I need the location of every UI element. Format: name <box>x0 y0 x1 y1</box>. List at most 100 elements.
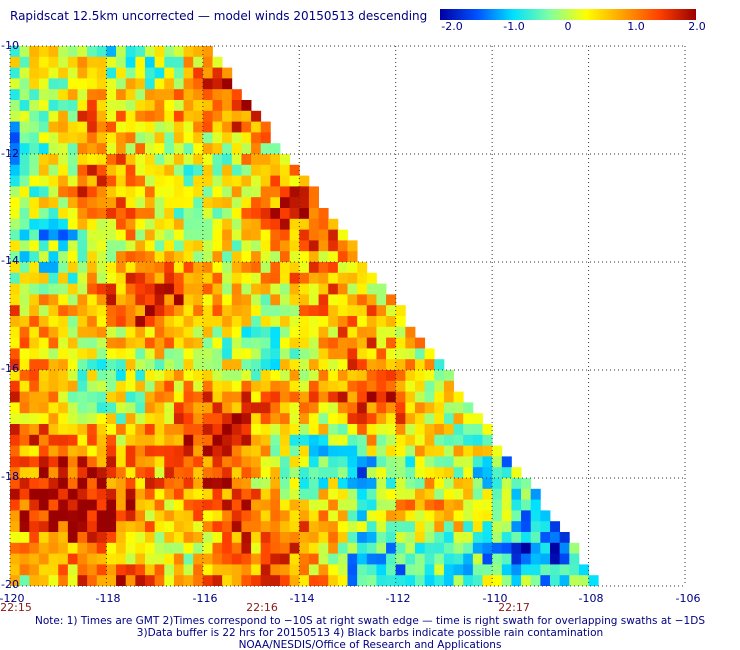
wind-cell <box>231 154 242 166</box>
wind-cell <box>67 110 78 122</box>
wind-cell <box>202 143 213 155</box>
wind-cell <box>38 510 49 522</box>
wind-cell <box>10 564 21 576</box>
wind-cell <box>212 283 223 295</box>
wind-cell <box>87 305 98 317</box>
wind-cell <box>299 553 310 565</box>
wind-cell <box>270 240 281 252</box>
wind-cell <box>19 575 30 586</box>
wind-cell <box>29 251 40 263</box>
wind-cell <box>67 132 78 144</box>
wind-cell <box>38 564 49 576</box>
wind-cell <box>540 521 551 533</box>
wind-cell <box>154 575 165 586</box>
wind-cell <box>48 186 59 198</box>
wind-cell <box>347 488 358 500</box>
wind-cell <box>289 348 300 360</box>
wind-cell <box>578 564 589 576</box>
wind-cell <box>77 370 88 382</box>
wind-cell <box>10 197 21 209</box>
wind-cell <box>270 294 281 306</box>
x-tick-label: -114 <box>289 592 315 605</box>
wind-cell <box>357 413 368 425</box>
wind-cell <box>347 326 358 338</box>
wind-cell <box>318 553 329 565</box>
wind-cell <box>145 154 156 166</box>
wind-cell <box>415 564 426 576</box>
wind-cell <box>482 488 493 500</box>
wind-cell <box>395 305 406 317</box>
wind-cell <box>10 283 21 295</box>
wind-cell <box>386 316 397 328</box>
wind-cell <box>492 445 503 457</box>
wind-cell <box>521 510 532 522</box>
wind-cell <box>58 413 69 425</box>
wind-cell <box>280 305 291 317</box>
wind-cell <box>145 262 156 274</box>
wind-cell <box>48 89 59 101</box>
wind-cell <box>241 262 252 274</box>
wind-cell <box>125 208 136 220</box>
wind-cell <box>492 456 503 468</box>
wind-cell <box>395 542 406 554</box>
wind-cell <box>67 337 78 349</box>
wind-cell <box>386 380 397 392</box>
wind-cell <box>241 445 252 457</box>
wind-cell <box>482 478 493 490</box>
wind-cell <box>87 370 98 382</box>
wind-cell <box>472 467 483 479</box>
wind-cell <box>347 337 358 349</box>
wind-cell <box>10 424 21 436</box>
wind-cell <box>212 391 223 403</box>
wind-cell <box>87 424 98 436</box>
wind-cell <box>260 218 271 230</box>
wind-cell <box>145 175 156 187</box>
wind-cell <box>164 272 175 284</box>
wind-cell <box>347 240 358 252</box>
wind-cell <box>231 380 242 392</box>
wind-cell <box>270 208 281 220</box>
wind-cell <box>280 208 291 220</box>
wind-cell <box>19 380 30 392</box>
wind-cell <box>540 542 551 554</box>
wind-cell <box>48 218 59 230</box>
wind-cell <box>337 229 348 241</box>
wind-cell <box>67 294 78 306</box>
wind-cell <box>164 154 175 166</box>
wind-cell <box>58 586 68 597</box>
wind-cell <box>212 370 223 382</box>
wind-cell <box>270 218 281 230</box>
wind-cell <box>308 251 319 263</box>
wind-cell <box>29 164 40 176</box>
wind-cell <box>328 391 339 403</box>
wind-cell <box>347 294 358 306</box>
wind-cell <box>106 132 117 144</box>
wind-cell <box>366 575 377 586</box>
wind-cell <box>434 424 445 436</box>
wind-cell <box>125 56 136 68</box>
wind-cell <box>405 456 416 468</box>
wind-cell <box>183 272 194 284</box>
wind-cell <box>183 391 194 403</box>
wind-cell <box>308 348 319 360</box>
wind-cell <box>540 575 551 586</box>
wind-cell <box>482 553 493 565</box>
wind-cell <box>386 305 397 317</box>
wind-cell <box>328 553 339 565</box>
wind-cell <box>19 218 30 230</box>
wind-cell <box>241 154 252 166</box>
wind-cell <box>183 575 194 586</box>
wind-cell <box>530 553 541 565</box>
wind-cell <box>280 413 291 425</box>
wind-cell <box>299 434 310 446</box>
wind-cell <box>357 542 368 554</box>
wind-cell <box>357 283 368 295</box>
wind-cell <box>87 326 98 338</box>
wind-cell <box>58 251 69 263</box>
wind-cell <box>106 402 117 414</box>
wind-cell <box>386 359 397 371</box>
wind-cell <box>231 305 242 317</box>
wind-cell <box>405 478 416 490</box>
wind-cell <box>463 413 474 425</box>
wind-cell <box>395 380 406 392</box>
